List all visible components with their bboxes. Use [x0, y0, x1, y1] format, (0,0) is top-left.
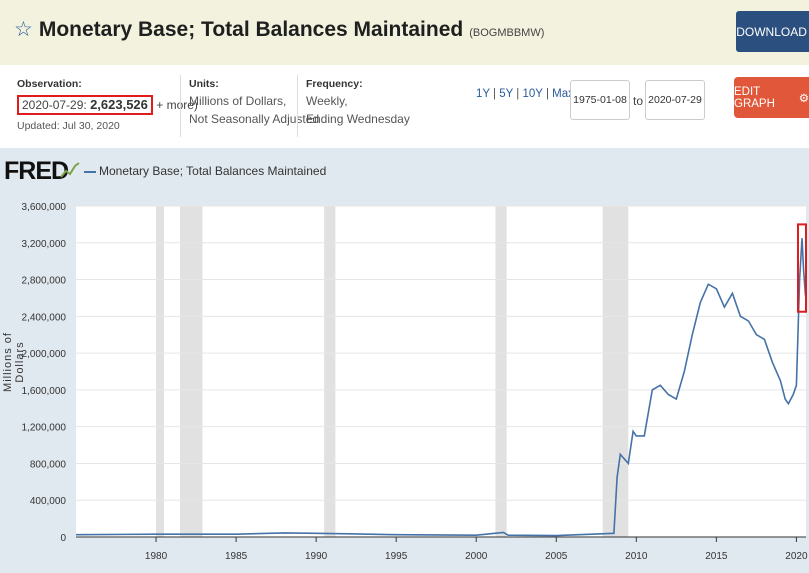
fred-chart-icon	[60, 162, 80, 178]
fred-logo: FRED	[4, 157, 69, 185]
recession-band	[602, 206, 629, 537]
x-tick-label: 2020	[785, 551, 808, 562]
frequency-line1: Weekly,	[306, 94, 348, 108]
updated-text: Updated: Jul 30, 2020	[17, 120, 120, 132]
observation-date: 2020-07-29:	[22, 98, 87, 112]
start-date-input[interactable]: 1975-01-08	[570, 80, 630, 120]
edit-graph-label: EDIT GRAPH	[734, 85, 775, 110]
legend-label: Monetary Base; Total Balances Maintained	[99, 164, 327, 178]
y-tick-label: 2,800,000	[22, 276, 67, 287]
range-1y-link[interactable]: 1Y	[476, 88, 490, 100]
series-id: (BOGMBBMW)	[469, 27, 545, 39]
to-label: to	[633, 94, 644, 108]
highlight-box	[796, 223, 807, 313]
x-tick-label: 1995	[385, 551, 408, 562]
recession-band	[180, 206, 203, 537]
series-line	[75, 238, 807, 537]
units-label: Units:	[189, 78, 219, 90]
y-tick-label: 0	[60, 533, 66, 544]
download-label: DOWNLOAD	[736, 24, 807, 39]
y-tick-label: 1,600,000	[22, 386, 67, 397]
observation-value: 2,623,526	[90, 97, 148, 112]
frequency-line2: Ending Wednesday	[306, 112, 410, 126]
y-tick-label: 3,600,000	[22, 202, 67, 213]
frequency-column: Frequency: Weekly, Ending Wednesday	[306, 76, 410, 128]
units-line2: Not Seasonally Adjusted	[189, 112, 320, 126]
star-icon[interactable]: ☆	[14, 18, 33, 41]
units-line1: Millions of Dollars,	[189, 94, 287, 108]
legend-swatch	[84, 171, 96, 173]
more-link[interactable]: + more)	[156, 98, 198, 112]
x-tick-label: 1990	[305, 551, 328, 562]
frequency-label: Frequency:	[306, 78, 363, 90]
divider	[297, 75, 298, 137]
x-tick-label: 2010	[625, 551, 648, 562]
observation-column: Observation: 2020-07-29: 2,623,526 + mor…	[17, 76, 198, 134]
gear-icon: ⚙	[798, 92, 809, 105]
observation-line: 2020-07-29: 2,623,526 + more)	[17, 95, 198, 115]
y-tick-label: 2,000,000	[22, 349, 67, 360]
recession-band	[495, 206, 507, 537]
observation-label: Observation:	[17, 78, 82, 90]
y-tick-label: 800,000	[30, 459, 67, 470]
x-tick-label: 2015	[705, 551, 728, 562]
divider	[180, 75, 181, 137]
range-max-link[interactable]: Max	[552, 88, 574, 100]
range-10y-link[interactable]: 10Y	[522, 88, 543, 100]
page-title: Monetary Base; Total Balances Maintained	[38, 18, 464, 41]
y-tick-label: 2,400,000	[22, 312, 67, 323]
y-tick-label: 1,200,000	[22, 423, 67, 434]
edit-graph-button[interactable]: EDIT GRAPH ⚙	[734, 77, 809, 118]
range-selector: 1Y | 5Y | 10Y | Max	[476, 88, 574, 100]
x-tick-label: 2000	[465, 551, 488, 562]
x-tick-label: 1985	[225, 551, 248, 562]
observation-highlight: 2020-07-29: 2,623,526	[17, 95, 153, 115]
range-5y-link[interactable]: 5Y	[499, 88, 514, 100]
header-bar	[0, 0, 809, 65]
y-tick-label: 3,200,000	[22, 239, 67, 250]
x-tick-label: 2005	[545, 551, 568, 562]
units-column: Units: Millions of Dollars, Not Seasonal…	[189, 76, 319, 128]
x-tick-label: 1980	[145, 551, 168, 562]
y-tick-label: 400,000	[30, 496, 67, 507]
recession-band	[324, 206, 336, 537]
download-button[interactable]: DOWNLOAD ⭳	[736, 11, 809, 52]
recession-band	[156, 206, 165, 537]
page-title-group: ☆ Monetary Base; Total Balances Maintain…	[14, 17, 544, 42]
end-date-input[interactable]: 2020-07-29	[645, 80, 705, 120]
